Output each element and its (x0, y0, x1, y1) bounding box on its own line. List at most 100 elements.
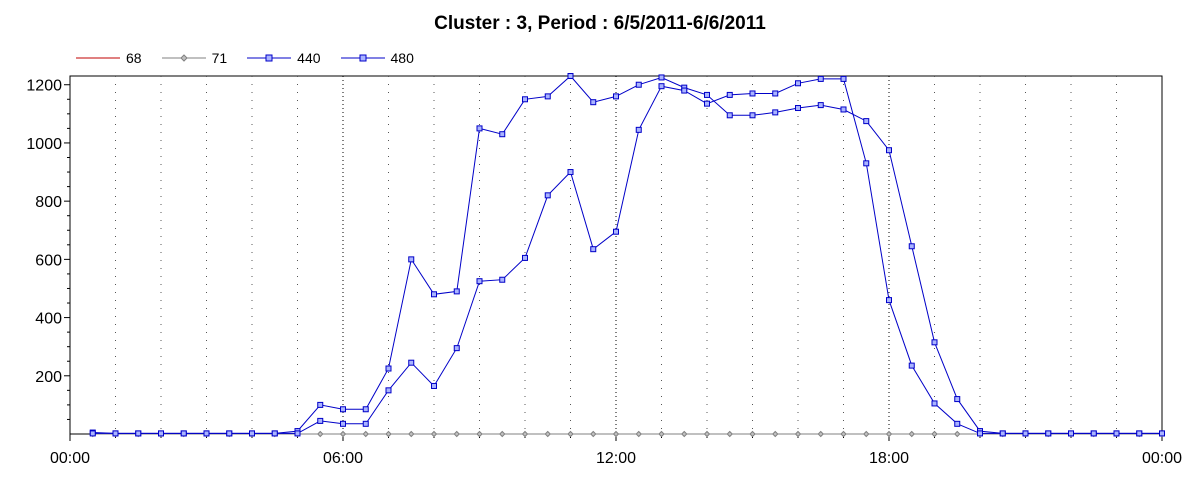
x-tick-label: 00:00 (50, 450, 90, 467)
data-point-440 (954, 396, 961, 403)
data-point-440 (567, 73, 574, 79)
data-point-71 (385, 430, 392, 438)
data-point-480 (931, 400, 938, 407)
data-point-440 (840, 106, 847, 113)
legend-label-440: 440 (297, 50, 321, 66)
data-point-71 (840, 430, 847, 438)
data-point-480 (954, 420, 961, 427)
data-point-440 (795, 105, 801, 112)
legend-swatch-480 (340, 54, 385, 62)
data-point-480 (271, 430, 278, 437)
data-point-440 (362, 406, 369, 413)
plot-frame (69, 75, 1163, 435)
legend-label-68: 68 (126, 50, 142, 66)
data-point-480 (135, 430, 142, 437)
data-point-480 (635, 126, 642, 133)
data-point-480 (704, 100, 710, 107)
data-point-440 (431, 291, 437, 298)
data-point-480 (567, 169, 574, 176)
data-point-440 (476, 125, 483, 132)
data-point-71 (521, 430, 529, 438)
data-point-71 (749, 430, 756, 438)
data-point-480 (431, 382, 437, 389)
data-point-480 (1113, 430, 1120, 437)
data-point-480 (772, 90, 779, 97)
data-point-480 (908, 362, 915, 369)
x-tick-label: 18:00 (869, 450, 909, 467)
x-tick-label: 06:00 (323, 450, 363, 467)
data-point-480 (340, 420, 346, 427)
data-point-480 (1045, 430, 1052, 437)
data-point-440 (863, 118, 870, 125)
data-point-440 (317, 401, 324, 408)
data-point-71 (339, 430, 347, 438)
y-tick-label: 200 (35, 369, 62, 386)
data-point-440 (749, 112, 756, 119)
data-point-440 (522, 96, 528, 103)
data-point-71 (635, 430, 642, 438)
legend-item-440: 440 (247, 50, 321, 66)
data-point-440 (613, 93, 619, 100)
data-point-440 (385, 365, 392, 372)
data-point-480 (499, 276, 506, 283)
data-point-480 (249, 430, 255, 437)
data-point-480 (203, 430, 210, 437)
data-point-480 (590, 246, 597, 253)
data-point-480 (408, 359, 415, 366)
data-point-480 (1159, 430, 1165, 437)
data-point-480 (999, 430, 1006, 437)
data-point-480 (226, 430, 233, 437)
data-point-440 (704, 91, 710, 98)
x-tick-label: 00:00 (1142, 450, 1182, 467)
y-tick-label: 600 (35, 252, 62, 269)
data-point-480 (112, 430, 119, 437)
data-point-71 (772, 430, 779, 438)
y-tick-label: 1200 (26, 78, 62, 95)
chart-title: Cluster : 3, Period : 6/5/2011-6/6/2011 (434, 13, 766, 34)
data-point-71 (726, 430, 733, 438)
data-point-480 (749, 90, 756, 97)
data-point-480 (544, 192, 551, 199)
data-point-480 (817, 75, 824, 82)
data-point-480 (840, 75, 847, 82)
y-tick-label: 800 (35, 194, 62, 211)
data-point-71 (863, 430, 870, 438)
legend-item-71: 71 (161, 50, 227, 66)
data-point-71 (794, 430, 802, 438)
data-point-71 (453, 430, 460, 438)
data-point-480 (180, 430, 187, 437)
data-point-440 (772, 109, 779, 116)
y-tick-label: 1000 (26, 136, 62, 153)
data-point-480 (886, 297, 892, 304)
data-point-71 (681, 430, 688, 438)
data-point-71 (703, 430, 711, 438)
data-point-440 (908, 243, 915, 250)
data-point-480 (658, 83, 665, 90)
series-line-480 (92, 78, 1162, 434)
data-point-440 (817, 102, 824, 109)
x-tick-label: 12:00 (596, 450, 636, 467)
data-point-480 (294, 430, 301, 437)
legend-label-480: 480 (390, 50, 414, 66)
legend: 68 71 440 480 (76, 48, 434, 68)
legend-swatch-440 (247, 54, 292, 62)
data-point-71 (499, 430, 506, 438)
data-point-440 (726, 112, 733, 119)
data-point-480 (89, 430, 96, 437)
data-point-440 (499, 131, 506, 138)
data-point-480 (317, 417, 324, 424)
legend-swatch-71 (161, 54, 206, 62)
data-point-480 (1090, 430, 1097, 437)
data-point-440 (931, 339, 938, 346)
data-point-71 (476, 430, 483, 438)
data-point-71 (658, 430, 665, 438)
data-point-480 (613, 228, 619, 235)
data-point-480 (726, 91, 733, 98)
data-point-71 (817, 430, 824, 438)
data-point-480 (795, 80, 801, 87)
data-point-480 (977, 430, 983, 437)
data-point-440 (340, 406, 346, 413)
data-point-71 (317, 430, 324, 438)
data-point-71 (430, 430, 438, 438)
legend-swatch-68 (76, 57, 120, 59)
